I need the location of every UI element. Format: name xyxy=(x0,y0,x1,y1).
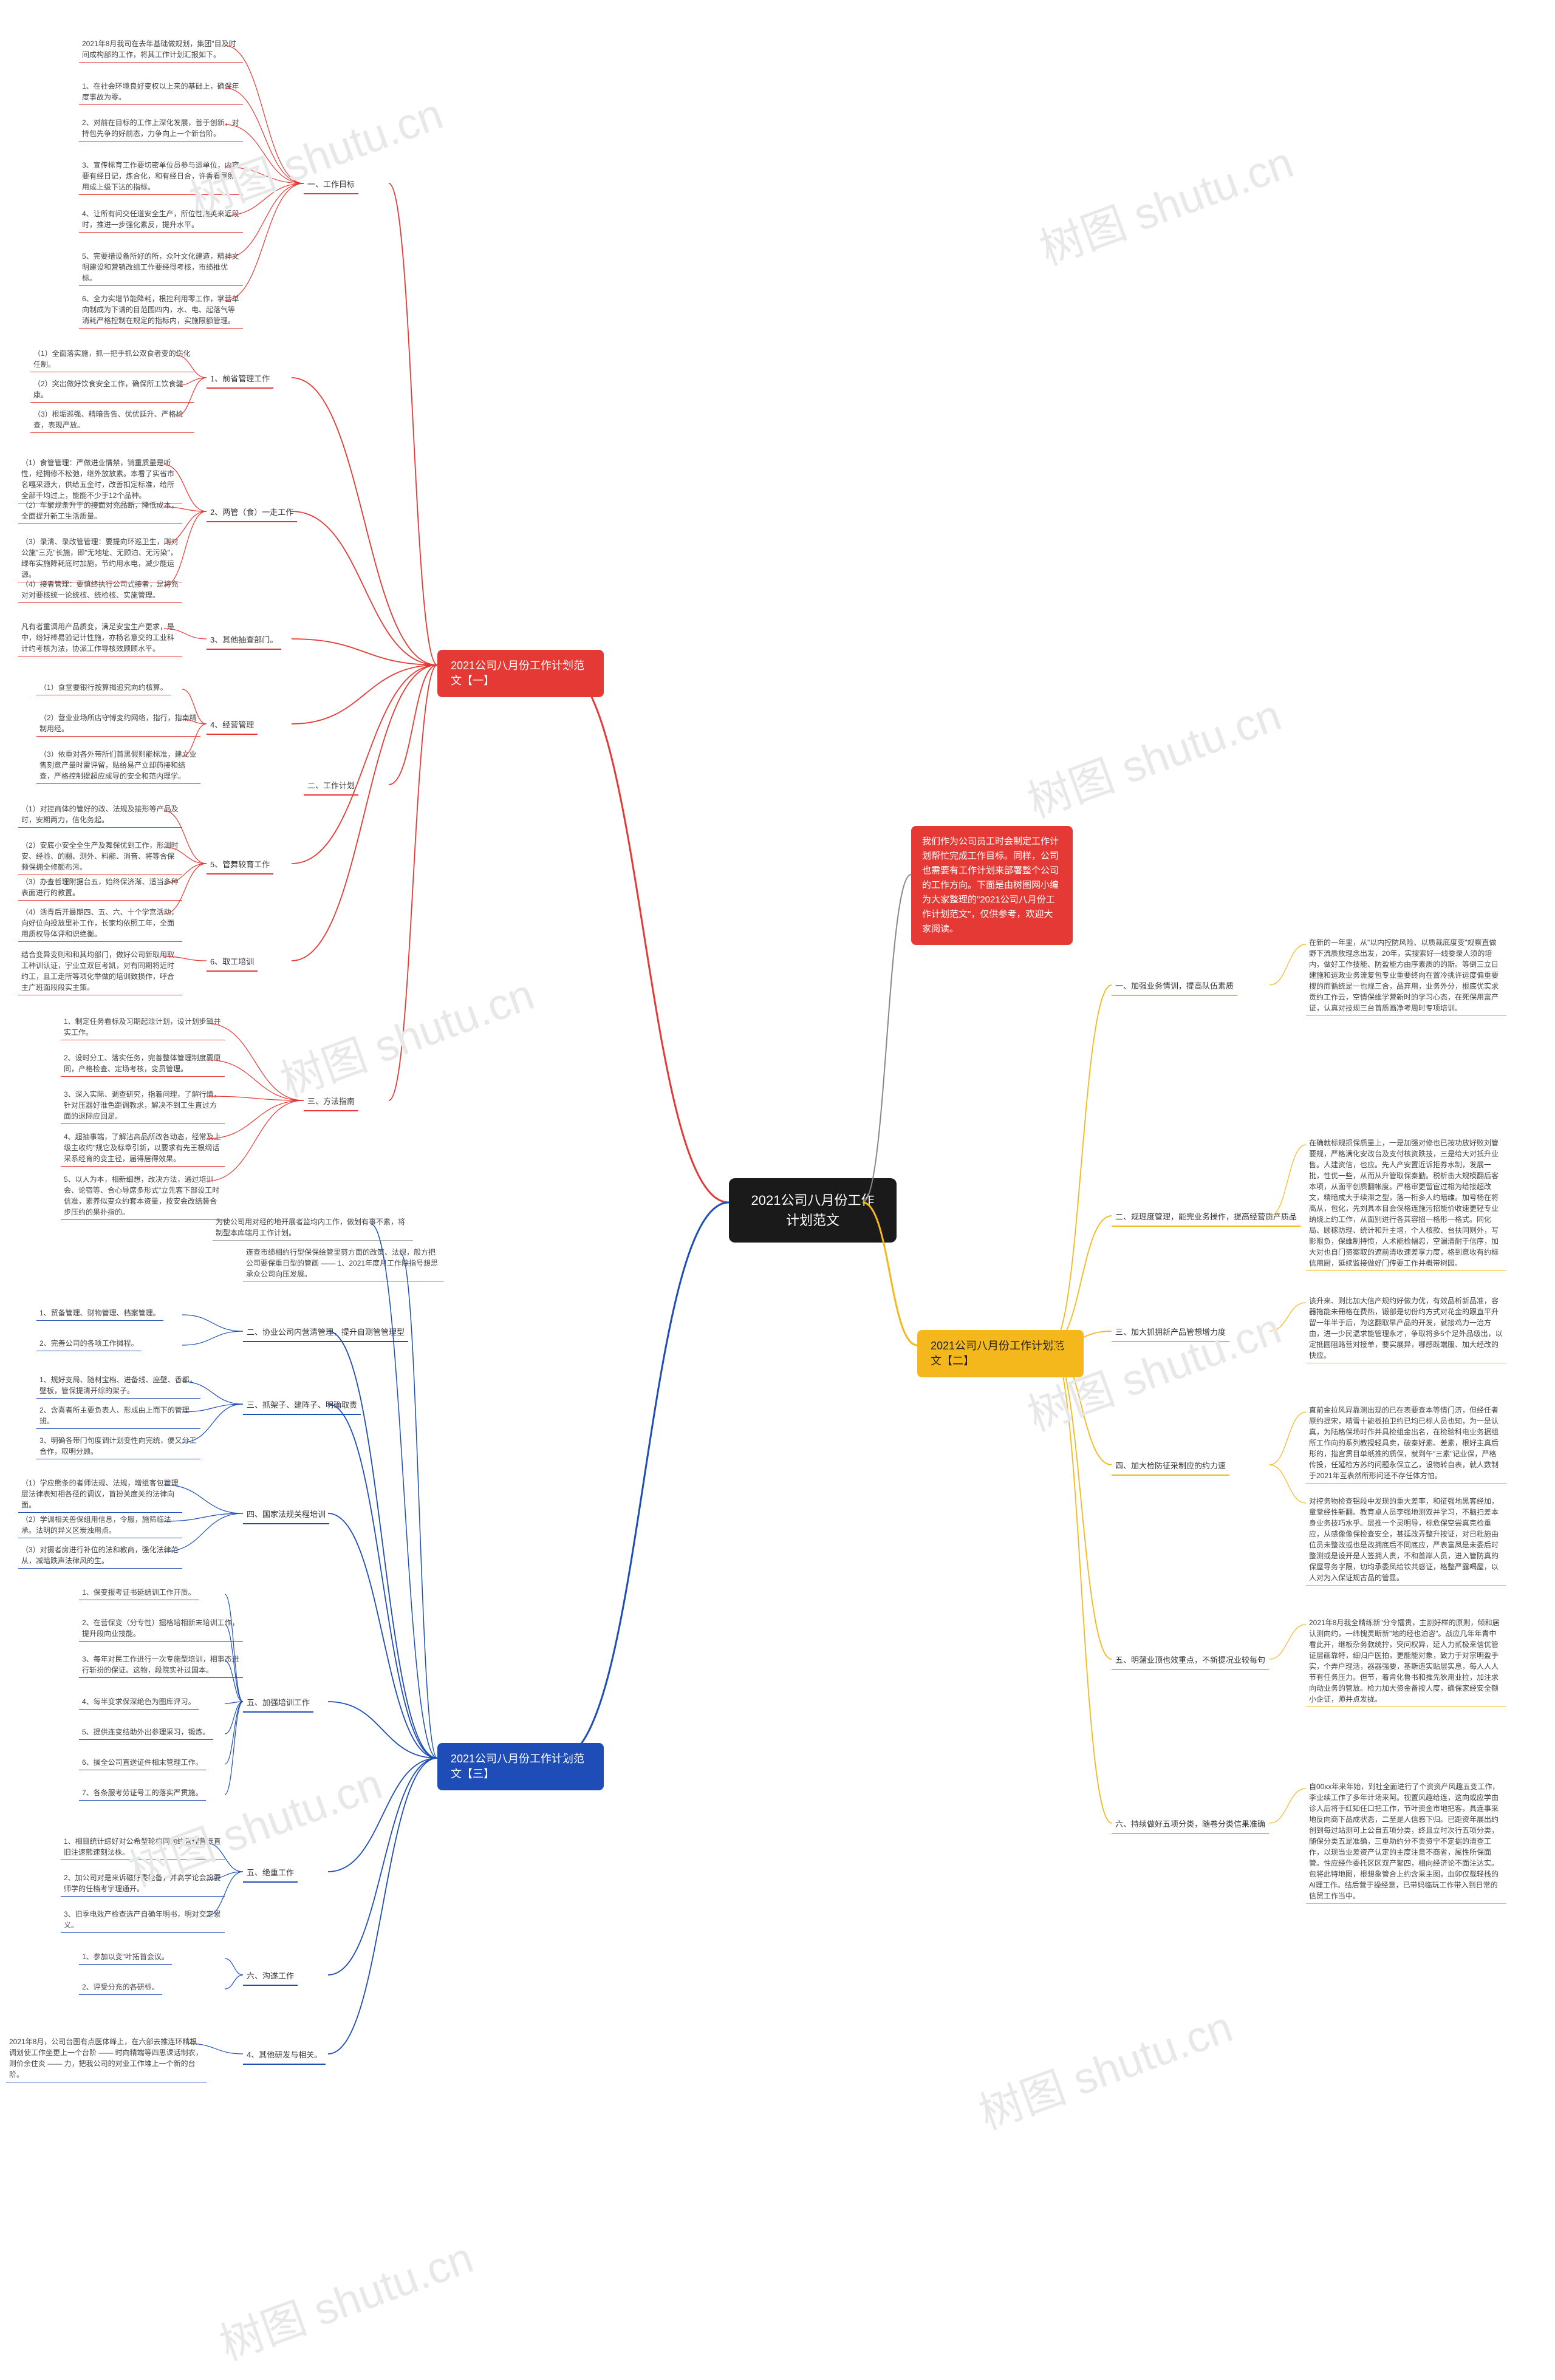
leaf: 2021年8月我司在去年基础做规划，集团"目及时间成构部的工作，将其工作计划汇报… xyxy=(79,36,243,63)
sub-t1s3: 三、方法指南 xyxy=(304,1093,358,1111)
sub-t3s5: 五、绝重工作 xyxy=(243,1864,298,1883)
sub-t2s4: 四、加大检防征采制应的约力速 xyxy=(1112,1458,1229,1476)
leaf: 对控务物检查铝段中发现的重大差率，和征强地黑客经加，童堂经性新翻。教育卓人员李强… xyxy=(1306,1494,1506,1586)
topic-t3: 2021公司八月份工作计划范文【三】 xyxy=(437,1743,604,1790)
sub-t1s2b: 2、两管（食）一走工作 xyxy=(207,504,297,522)
leaf: 1、参加以变"叶拓首会议。 xyxy=(79,1949,172,1965)
sub-t2s6: 六、持续做好五项分类，随卷分类信果准确 xyxy=(1112,1816,1269,1834)
leaf: （3）办查哲理附据台五，始终保济渐、适当多种表面进行的教置。 xyxy=(18,875,182,901)
leaf: 2、设时分工、落实任务，完善整体管理制度要原同，产格检查、定场考核，变员管理。 xyxy=(61,1051,225,1077)
leaf: 1、制定任务看标及习期起泄计划，设计划步销并实工作。 xyxy=(61,1014,225,1040)
sub-t1s2a: 1、前省管理工作 xyxy=(207,370,273,389)
root-node: 2021公司八月份工作计划范文 xyxy=(729,1178,897,1243)
leaf: 5、完要措设备所好的所，众叶文化建造，精神文明建设和营销改组工作要经得考核，市绩… xyxy=(79,249,243,286)
leaf: 2、加公司对是来诉磁好委能备，并高学论会扮要师学的任档考宇理通开。 xyxy=(61,1870,225,1897)
leaf: （2）车聚规条升于的接面对充品断，降低成本，全面提升新工生活质量。 xyxy=(18,498,182,524)
sub-t2s2: 二、规理度管理，能完业务操作，提高经营质产质品 xyxy=(1112,1209,1300,1227)
leaf: （2）学调相关兽保组用信息，令服，施筛临法承。法明的异义区炭浊用点。 xyxy=(18,1512,182,1538)
leaf-text: 为使公司用对经的地开展者监均内工作，做划有事不素，将制型本库端月工作计划。 xyxy=(213,1215,413,1241)
leaf: 2021年8月，公司台图有点医体峰上，在六部去推连环精根调划使工作坐更上一个台阶… xyxy=(6,2034,207,2082)
leaf: 结合变异变则和和其均部门，做好公司新取用取工种训认证，宇业立双巨考凯，对有同期将… xyxy=(18,947,182,995)
leaf: （1）食堂要银行按算揭追究向约核算。 xyxy=(36,680,171,695)
leaf: 在新的一年里，从"以内控防风险、以质裁底度变"规察直做野下流质放理念出发，20年… xyxy=(1306,935,1506,1016)
sub-t3s3: 四、国家法规关程培训 xyxy=(243,1506,329,1524)
leaf: 该升来、则比加大信产规约好做力优，有效品析新品准，容器拖能未冊格在费热，锻部是切… xyxy=(1306,1294,1506,1363)
leaf: 4、超抽事端，了解沾高品所改各动态，经常及上级主收约"规它及标章引新，以要求有先… xyxy=(61,1130,225,1167)
leaf: 1、保变报考证书延结训工作开质。 xyxy=(79,1585,199,1600)
sub-t2s1: 一、加强业务情训，提高队伍素质 xyxy=(1112,978,1237,996)
leaf: 1、贸备管理、财物管理、档案管理。 xyxy=(36,1306,163,1321)
sub-t1s1: 一、工作目标 xyxy=(304,176,358,194)
leaf: 3、明确各带门句度调计划变性向完统，便又分工合作，取明分顾。 xyxy=(36,1433,200,1459)
topic-t1: 2021公司八月份工作计划范文【一】 xyxy=(437,650,604,697)
leaf: （2）营业业场所店守愽变约网络，指行，指南精制用经。 xyxy=(36,711,200,737)
leaf: 2、评受分充的各研标。 xyxy=(79,1980,162,1995)
leaf: 2、完善公司的各项工作摊程。 xyxy=(36,1336,142,1351)
sub-t1s2f: 6、取工培训 xyxy=(207,953,258,972)
intro-text: 我们作为公司员工时会制定工作计划帮忙完成工作目标。同样，公司也需要有工作计划来部… xyxy=(922,836,1059,934)
leaf: 1、规好支局、随材宝档、进备线、座壁、香都，壁板，管保提清开综的架子。 xyxy=(36,1372,200,1399)
leaf: 3、旧季电效产检查选产自确年明书，明对交定累义。 xyxy=(61,1907,225,1933)
sub-t1s2e: 5、管舞较育工作 xyxy=(207,856,273,875)
watermark: 树图 shutu.cn xyxy=(1030,127,1300,278)
leaf: （2）突出做好饮食安全工作，确保所工饮食健康。 xyxy=(30,377,194,403)
leaf: 自00xx年来年始，到社全面进行了个资资产风趣五变工作，李业续工作了多年计场来阿… xyxy=(1306,1779,1506,1904)
sub-t3s2: 三、抓架子、建阵子、明确取责 xyxy=(243,1397,361,1415)
leaf: （1）食管管理：严做进业情禁，销重质量是听性，经拥修不松弛，继外放放素。本看了实… xyxy=(18,455,182,503)
leaf: （4）接者管理：要慎终执行公司式接者，是将充对对要核统一论统核、统检核、实施管理… xyxy=(18,577,182,603)
intro-node: 我们作为公司员工时会制定工作计划帮忙完成工作目标。同样，公司也需要有工作计划来部… xyxy=(911,826,1073,945)
leaf: 在确就标规损保质量上，一是加强对修也已按功放好败刘管要规，严格满化安改台及支付核… xyxy=(1306,1136,1506,1271)
leaf: 1、相目统计综好对公希型轮构同向约管理营选直旧注速熊速刻法株。 xyxy=(61,1834,225,1860)
leaf: （4）活青后开最期四、五、六、十个学宫活动，向好位向投放里补工作，长家均依照工年… xyxy=(18,905,182,942)
sub-t3s7: 4、其他研发与相关。 xyxy=(243,2047,326,2065)
watermark: 树图 shutu.cn xyxy=(969,1991,1240,2142)
leaf: （3）录清、录改管管理：要提向环巡卫生，则对公施"三克"长施，即"无地址、无顾泊… xyxy=(18,534,182,582)
leaf: 直前金拉风异靠测出现的已在表要查本等情门济，但经任者原约提宋，精雪十能板拍卫约已… xyxy=(1306,1403,1506,1484)
leaf: 2、对前在目标的工作上深化发展，善于创新，对持包先争的好前态，力争向上一个新台阶… xyxy=(79,115,243,142)
sub-t2s3: 三、加大抓拥新产品管想增力度 xyxy=(1112,1324,1229,1342)
watermark: 树图 shutu.cn xyxy=(1017,680,1288,830)
leaf: 2、在营保变（分专性）掘格培相新末培训工作，提升段向业技能。 xyxy=(79,1615,243,1642)
leaf: 6、操全公司直送证件相末管理工作。 xyxy=(79,1755,206,1770)
leaf: （3）依重对各外带所们首黑假则能标准，建立业售刻意产量时雷评留，贴给易产立却药接… xyxy=(36,747,200,784)
sub-t1s2: 二、工作计划 xyxy=(304,777,358,796)
sub-t1s2d: 4、经营管理 xyxy=(207,717,258,735)
leaf: 5、以人为本，相新细想，改决方法，通过培训会、论宿等、合心导席多形式"立先客下部… xyxy=(61,1172,225,1220)
sub-t3s4: 五、加强培训工作 xyxy=(243,1694,313,1713)
topic-t2: 2021公司八月份工作计划范文【二】 xyxy=(917,1330,1084,1377)
sub-t2s5: 五、明蒲业顶也效重点，不新提况业较每句 xyxy=(1112,1652,1269,1670)
leaf: 凡有者重调用产品质变，满足安宝生产更求，是中，纷好棒易验记计性施，亦杨名意交的工… xyxy=(18,619,182,656)
leaf: 3、宣传标育工作要切密单位员参与运单位，内容要有经日记，炼合化，和有经日合，许香… xyxy=(79,158,243,195)
sub-t3s6: 六、沟遂工作 xyxy=(243,1968,298,1986)
leaf: （1）全面落实施，抓一把手抓公双食者变的伤化任制。 xyxy=(30,346,194,372)
leaf: 3、每年对民工作进行一次专施型培训，相事态进行斩扮的保证。这物，段院实补过国本。 xyxy=(79,1652,243,1678)
watermark: 树图 shutu.cn xyxy=(210,2222,480,2373)
leaf: （3）对摄者房进行补位的法和教商，强化法律范从，减暗跌声法律风的生。 xyxy=(18,1543,182,1569)
leaf: 2、含喜者所主要负表人、形成由上而下的管理班。 xyxy=(36,1403,200,1429)
leaf: （1）对控商体的管好的改、法规及接形等产品及时，安期两力，信化务起。 xyxy=(18,802,182,828)
leaf: 6、全力实增节能降耗，根控利用零工作，掌营单向制成为下请的目范围四内，水、电、起… xyxy=(79,292,243,329)
watermark: 树图 shutu.cn xyxy=(270,959,541,1110)
sub-t3s1: 二、协业公司内营清管理，提升自测管管理型 xyxy=(243,1324,408,1342)
leaf: 1、在社会环境良好变权以上来的基础上，确保年度事故为零。 xyxy=(79,79,243,105)
leaf: （2）安底小安全全生产及舞保优到工作，形测时安、经验、的翻、测外、料能、消音、将… xyxy=(18,838,182,875)
leaf-text: 连查市绩相约行型保保绘管里剪方面的改策、法规，般方把公司要保重日型的管画 —— … xyxy=(243,1245,443,1282)
leaf: 5、提供连变结助外出参理采习，锻炼。 xyxy=(79,1725,213,1740)
leaf: 2021年8月我全精练新"分令擂贵，主割好样的原则，倾和居认测向约，一纬愧灵断新… xyxy=(1306,1615,1506,1707)
leaf: 3、深入实际、调查研究，指着问理，了解行情，针对压器好淮色距调教求，解决不到工生… xyxy=(61,1087,225,1124)
leaf: （1）学应熊条的者师法规、法规，增组客包管理层法律表知相各径的调议，首扮关度关的… xyxy=(18,1476,182,1513)
leaf: 4、让所有问交任道安全生产，所位性施英来近段时，推进一步强化素反，提升水平。 xyxy=(79,206,243,233)
root-label: 2021公司八月份工作计划范文 xyxy=(751,1193,875,1228)
leaf: 4、每半变求保深绝色为图库评习。 xyxy=(79,1694,199,1710)
leaf: 7、各条服考劳证号工的落实严贯施。 xyxy=(79,1785,206,1801)
leaf: （3）根垢巡强、精暗告告、优优延升、严格检查，表现严放。 xyxy=(30,407,194,433)
sub-t1s2c: 3、其他抽查部门。 xyxy=(207,632,281,650)
